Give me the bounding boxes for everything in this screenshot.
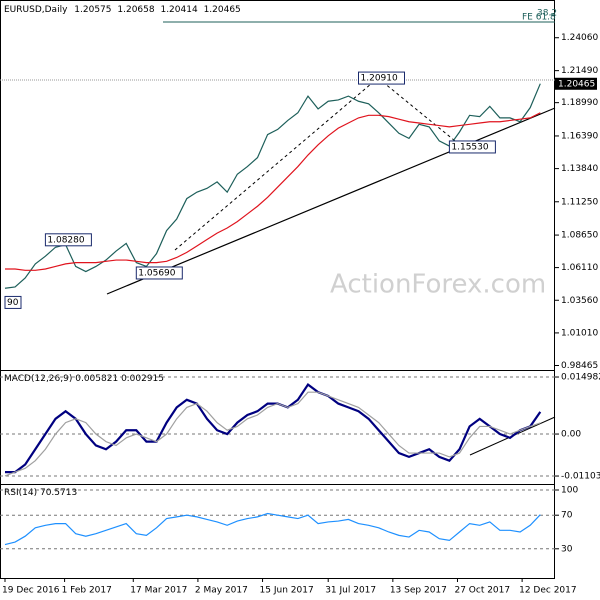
y-tick-label: 1.24060: [561, 33, 598, 43]
y-tick-label: 1.18990: [561, 98, 598, 108]
annotation-box: [448, 140, 496, 154]
annotation-label: 1.20910: [361, 74, 398, 84]
y-tick-label: 0.00: [561, 430, 581, 440]
series-line: [5, 112, 541, 271]
annotation-box: [44, 233, 92, 247]
x-tick-label: 31 Jul 2017: [325, 586, 376, 596]
y-tick-label: 0.98465: [561, 361, 598, 371]
y-tick-label: 1.16390: [561, 131, 598, 141]
y-tick-label: 1.11250: [561, 197, 598, 207]
annotation-label: 1.05690: [138, 268, 175, 278]
y-tick-label: 1.01010: [561, 328, 598, 338]
y-tick-label: 1.06110: [561, 263, 598, 273]
macd-name: MACD(12,26,9): [4, 374, 72, 384]
y-tick-label: 1.08650: [561, 231, 598, 241]
x-tick-label: 19 Dec 2016: [2, 586, 60, 596]
annotation-box: [358, 71, 405, 85]
low: 1.20414: [160, 5, 197, 15]
signal-value: 0.002915: [121, 374, 164, 384]
x-tick-label: 17 Mar 2017: [130, 586, 187, 596]
trendline: [106, 107, 556, 295]
y-tick-label: 100: [561, 486, 578, 496]
y-tick-label: 1.13840: [561, 164, 598, 174]
y-tick-label: 1.03560: [561, 296, 598, 306]
y-tick-label: 0.014982: [561, 373, 600, 383]
frame: [0, 0, 555, 579]
rsi-value: 70.5713: [40, 488, 77, 498]
series-line: [4, 512, 541, 546]
series-line: [4, 83, 541, 289]
x-tick-label: 2 May 2017: [195, 586, 248, 596]
chart-title: EURUSD,Daily 1.20575 1.20658 1.20414 1.2…: [4, 5, 241, 15]
x-tick-label: 1 Feb 2017: [62, 586, 112, 596]
watermark: ActionForex.com: [330, 270, 546, 300]
x-tick-label: 27 Oct 2017: [454, 586, 510, 596]
y-tick-label: 70: [561, 511, 573, 521]
current-price-label: 1.20465: [558, 79, 595, 89]
current-price-box: [555, 77, 597, 90]
x-tick-label: 12 Dec 2017: [519, 586, 577, 596]
wave-line: [377, 77, 461, 146]
fe-label: FE 61.8: [522, 13, 556, 23]
series-line: [5, 382, 542, 474]
macd-title: MACD(12,26,9) 0.005821 0.002915: [4, 374, 164, 384]
annotation-label: 1.08280: [47, 235, 84, 245]
wave-line: [174, 77, 379, 251]
annotation-box: [4, 295, 22, 309]
series-line: [4, 391, 541, 477]
y-tick-label: 30: [561, 544, 573, 554]
rsi-name: RSI(14): [4, 488, 37, 498]
rsi-title: RSI(14) 70.5713: [4, 488, 77, 498]
open: 1.20575: [74, 5, 111, 15]
y-tick-label: 1.21490: [561, 66, 598, 76]
x-tick-label: 13 Sep 2017: [390, 586, 447, 596]
annotation-label: 90: [7, 298, 19, 308]
close: 1.20465: [204, 5, 241, 15]
x-tick-label: 15 Jun 2017: [260, 586, 314, 596]
fe-label: 38.2: [537, 9, 557, 19]
annotation-box: [135, 266, 183, 280]
macd-value: 0.005821: [75, 374, 118, 384]
high: 1.20658: [117, 5, 154, 15]
symbol: EURUSD,Daily: [4, 5, 68, 15]
annotation-label: 1.15530: [451, 142, 488, 152]
